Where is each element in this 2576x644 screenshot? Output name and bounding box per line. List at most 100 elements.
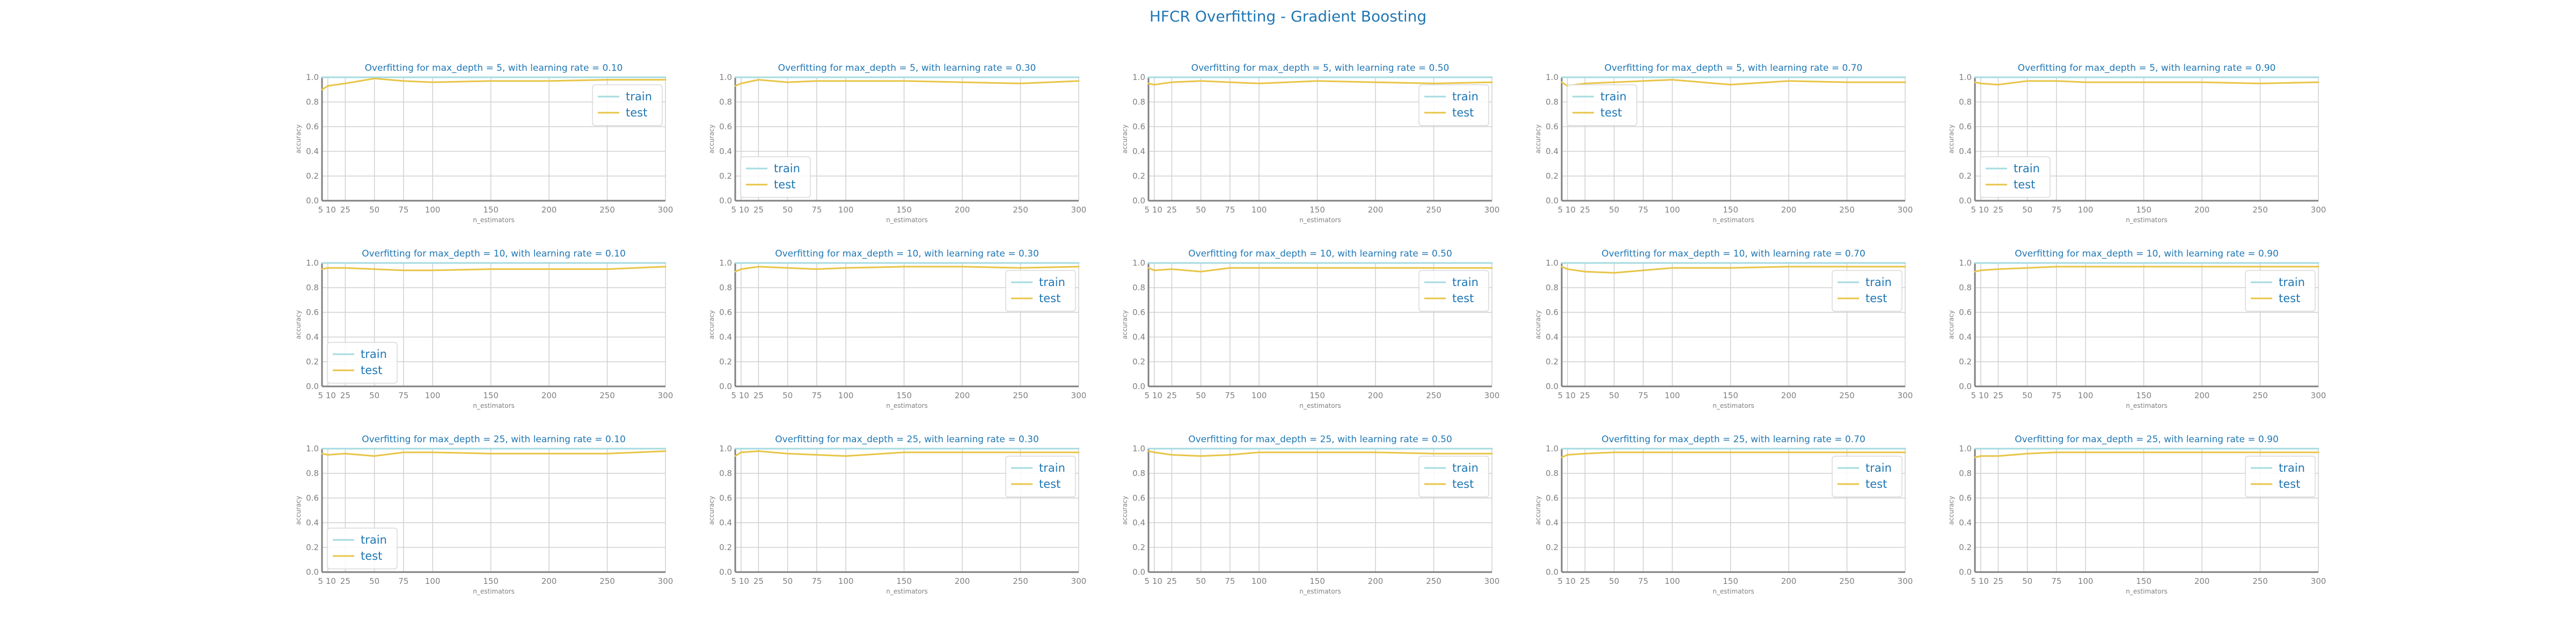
x-tick-label: 150	[2136, 391, 2151, 400]
x-tick-label: 10	[1152, 576, 1162, 586]
data-point-train	[903, 76, 905, 78]
x-tick-label: 75	[811, 205, 822, 215]
legend-box	[1005, 270, 1076, 312]
data-point-test	[606, 268, 609, 270]
data-point-train	[1491, 76, 1493, 78]
data-point-train	[2317, 262, 2319, 264]
series-line-test	[735, 450, 1079, 457]
x-tick-label: 300	[1898, 205, 1913, 215]
y-tick-label: 0.4	[306, 147, 319, 156]
subplot: Overfitting for max_depth = 25, with lea…	[1534, 434, 1913, 595]
subplot: Overfitting for max_depth = 25, with lea…	[708, 434, 1086, 595]
y-tick-label: 0.6	[306, 493, 319, 503]
subplot: Overfitting for max_depth = 5, with lear…	[1121, 63, 1499, 224]
x-tick-label: 200	[2194, 391, 2210, 400]
legend: train test	[1418, 456, 1489, 497]
y-tick-label: 0.4	[1546, 147, 1558, 156]
data-point-test	[1584, 270, 1586, 273]
y-tick-label: 0.2	[1132, 171, 1145, 181]
x-tick-label: 300	[1484, 391, 1500, 400]
x-tick-label: 50	[1196, 576, 1206, 586]
data-point-test	[1567, 268, 1569, 270]
data-point-train	[606, 76, 609, 78]
data-point-test	[606, 79, 609, 81]
x-tick-label: 10	[739, 391, 749, 400]
x-tick-label: 300	[1071, 391, 1087, 400]
subplot-title: Overfitting for max_depth = 25, with lea…	[362, 434, 626, 445]
y-tick-label: 0.4	[1546, 518, 1558, 528]
data-point-train	[2143, 262, 2145, 264]
x-tick-label: 5	[1144, 576, 1150, 586]
x-tick-label: 150	[2136, 576, 2151, 586]
subplot-title: Overfitting for max_depth = 25, with lea…	[775, 434, 1039, 445]
data-point-train	[1170, 262, 1173, 264]
data-point-test	[1642, 451, 1644, 453]
data-point-test	[1561, 456, 1563, 458]
y-tick-label: 0.0	[1132, 382, 1145, 391]
series-line-test	[735, 266, 1079, 273]
data-point-test	[1561, 266, 1563, 268]
y-tick-label: 0.2	[306, 171, 319, 181]
y-tick-label: 0.2	[1959, 171, 1972, 181]
x-tick-label: 5	[1557, 391, 1563, 400]
legend-label-train: train	[2279, 462, 2305, 474]
data-point-train	[344, 262, 346, 264]
x-tick-label: 50	[2022, 391, 2032, 400]
x-tick-label: 25	[340, 576, 350, 586]
data-point-train	[734, 76, 736, 78]
data-point-train	[816, 448, 818, 450]
y-tick-label: 1.0	[1959, 72, 1972, 82]
data-point-test	[1153, 451, 1155, 453]
x-tick-label: 300	[1484, 205, 1500, 215]
subplot: Overfitting for max_depth = 10, with lea…	[1121, 248, 1499, 409]
data-point-train	[402, 448, 405, 450]
x-tick-label: 200	[541, 576, 557, 586]
data-point-test	[2259, 451, 2262, 453]
data-point-test	[374, 455, 376, 457]
data-point-train	[2143, 448, 2145, 450]
x-tick-label: 250	[1839, 391, 1855, 400]
data-point-train	[1904, 262, 1906, 264]
data-point-train	[845, 76, 847, 78]
y-tick-label: 0.8	[719, 283, 732, 292]
y-tick-label: 1.0	[719, 72, 732, 82]
legend-box	[1005, 456, 1076, 497]
data-point-test	[903, 80, 905, 82]
x-tick-label: 200	[1368, 391, 1384, 400]
x-tick-label: 25	[753, 205, 764, 215]
data-point-test	[1147, 267, 1150, 269]
legend-label-train: train	[361, 348, 387, 361]
x-tick-label: 250	[1426, 391, 1441, 400]
y-axis-label: accuracy	[1121, 310, 1129, 339]
data-point-train	[1980, 76, 1982, 78]
x-tick-label: 10	[326, 576, 336, 586]
legend-label-train: train	[626, 90, 652, 103]
data-point-test	[1020, 83, 1022, 84]
y-tick-label: 0.8	[1546, 283, 1558, 292]
data-point-train	[431, 262, 434, 264]
data-point-test	[1229, 267, 1231, 269]
data-point-train	[1491, 448, 1493, 450]
data-point-test	[1258, 451, 1260, 453]
data-point-test	[1671, 451, 1673, 453]
x-tick-label: 300	[1071, 576, 1087, 586]
y-tick-label: 0.0	[1132, 567, 1145, 577]
y-tick-label: 0.0	[306, 567, 319, 577]
data-point-train	[1078, 262, 1080, 264]
data-point-train	[2201, 448, 2203, 450]
data-point-test	[787, 267, 789, 269]
data-point-train	[1200, 76, 1202, 78]
y-tick-label: 0.2	[719, 543, 732, 552]
data-point-train	[321, 448, 323, 450]
data-point-train	[1980, 448, 1982, 450]
x-tick-label: 250	[1426, 576, 1441, 586]
data-point-train	[2026, 448, 2029, 450]
y-tick-label: 0.8	[1959, 283, 1972, 292]
x-tick-label: 10	[1152, 391, 1162, 400]
x-axis-label: n_estimators	[473, 402, 515, 409]
x-tick-label: 250	[1013, 576, 1028, 586]
y-tick-label: 0.0	[1959, 567, 1972, 577]
x-axis-label: n_estimators	[2126, 588, 2168, 595]
y-tick-label: 1.0	[1959, 258, 1972, 268]
data-point-train	[1730, 448, 1732, 450]
